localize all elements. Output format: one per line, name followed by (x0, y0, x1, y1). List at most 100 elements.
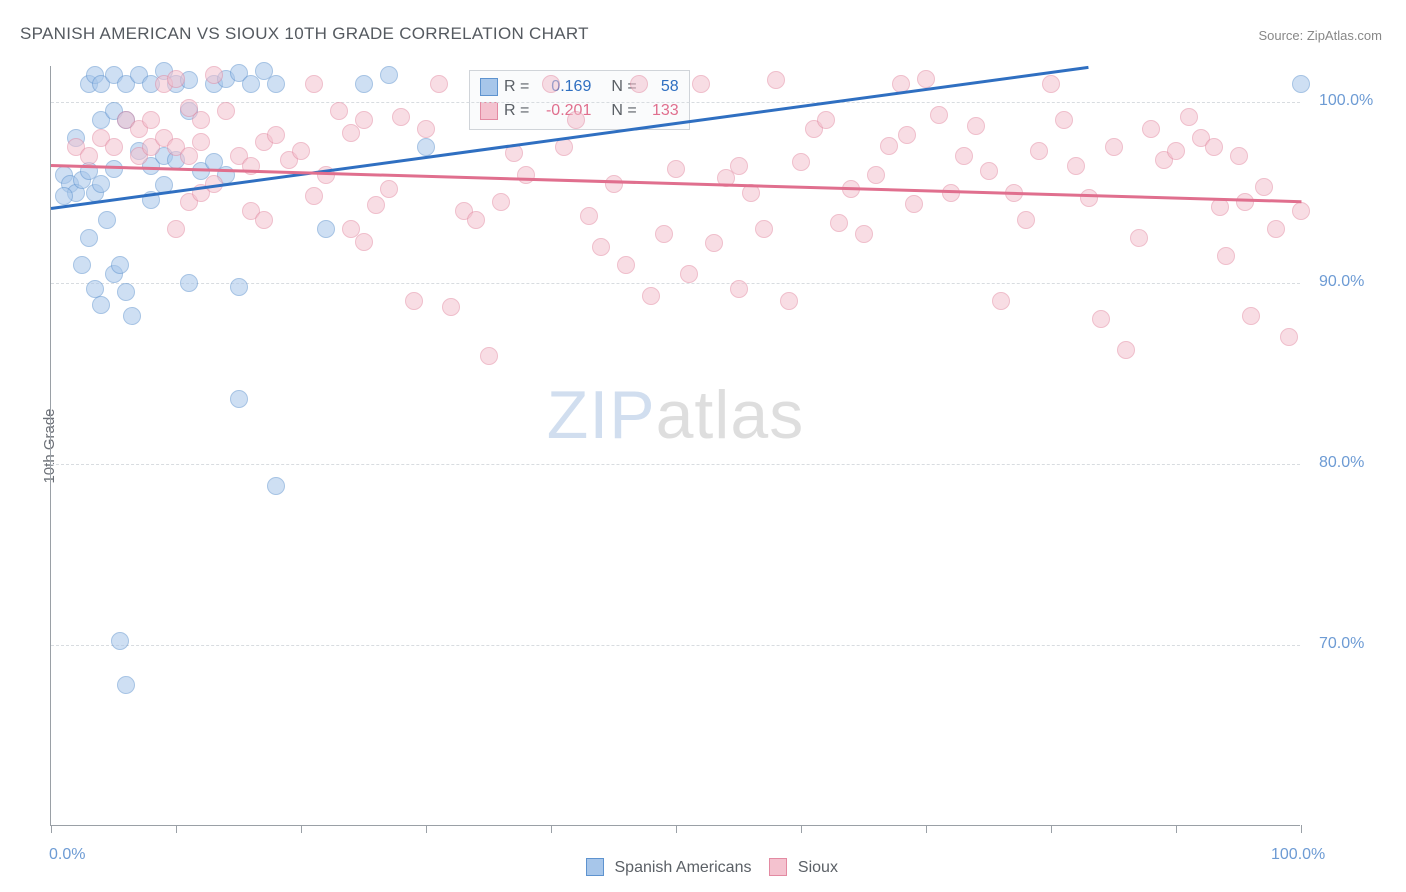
data-point (1242, 307, 1260, 325)
data-point (380, 66, 398, 84)
data-point (105, 138, 123, 156)
data-point (1130, 229, 1148, 247)
legend-swatch (480, 78, 498, 96)
data-point (92, 296, 110, 314)
chart-title: SPANISH AMERICAN VS SIOUX 10TH GRADE COR… (20, 24, 589, 44)
data-point (567, 111, 585, 129)
data-point (830, 214, 848, 232)
data-point (167, 70, 185, 88)
legend-swatch (586, 858, 604, 876)
data-point (430, 75, 448, 93)
data-point (967, 117, 985, 135)
source-attribution: Source: ZipAtlas.com (1258, 28, 1382, 43)
data-point (1292, 75, 1310, 93)
data-point (780, 292, 798, 310)
watermark-bold: ZIP (547, 377, 656, 453)
data-point (1092, 310, 1110, 328)
data-point (355, 75, 373, 93)
data-point (330, 102, 348, 120)
data-point (755, 220, 773, 238)
data-point (442, 298, 460, 316)
data-point (417, 138, 435, 156)
data-point (305, 187, 323, 205)
data-point (1080, 189, 1098, 207)
data-point (705, 234, 723, 252)
data-point (1017, 211, 1035, 229)
data-point (905, 195, 923, 213)
legend-swatch (769, 858, 787, 876)
data-point (80, 147, 98, 165)
data-point (730, 280, 748, 298)
data-point (180, 147, 198, 165)
data-point (205, 66, 223, 84)
data-point (105, 160, 123, 178)
data-point (405, 292, 423, 310)
y-tick-label: 90.0% (1319, 273, 1364, 291)
watermark-thin: atlas (656, 377, 805, 453)
data-point (111, 632, 129, 650)
data-point (817, 111, 835, 129)
legend-swatch (480, 102, 498, 120)
x-tick (51, 825, 52, 833)
data-point (642, 287, 660, 305)
data-point (730, 157, 748, 175)
data-point (1105, 138, 1123, 156)
x-tick (1301, 825, 1302, 833)
data-point (1167, 142, 1185, 160)
data-point (930, 106, 948, 124)
data-point (98, 211, 116, 229)
data-point (267, 75, 285, 93)
x-tick (551, 825, 552, 833)
data-point (317, 220, 335, 238)
data-point (1142, 120, 1160, 138)
x-tick (676, 825, 677, 833)
data-point (1217, 247, 1235, 265)
data-point (1267, 220, 1285, 238)
y-tick-label: 80.0% (1319, 454, 1364, 472)
data-point (55, 187, 73, 205)
gridline (51, 645, 1300, 646)
data-point (898, 126, 916, 144)
data-point (392, 108, 410, 126)
x-tick (1176, 825, 1177, 833)
data-point (1067, 157, 1085, 175)
data-point (617, 256, 635, 274)
data-point (917, 70, 935, 88)
legend-series-name: Sioux (793, 859, 837, 876)
data-point (255, 211, 273, 229)
data-point (180, 274, 198, 292)
y-tick-label: 100.0% (1319, 92, 1373, 110)
data-point (111, 256, 129, 274)
data-point (117, 676, 135, 694)
data-point (1280, 328, 1298, 346)
data-point (1055, 111, 1073, 129)
data-point (92, 175, 110, 193)
data-point (117, 283, 135, 301)
x-tick (926, 825, 927, 833)
data-point (267, 126, 285, 144)
data-point (680, 265, 698, 283)
data-point (980, 162, 998, 180)
legend-series-name: Spanish Americans (610, 859, 751, 876)
data-point (580, 207, 598, 225)
source-link[interactable]: ZipAtlas.com (1307, 28, 1382, 43)
watermark: ZIPatlas (547, 376, 804, 454)
data-point (1117, 341, 1135, 359)
scatter-plot-area: ZIPatlas R =0.169N =58R =-0.201N =133 70… (50, 66, 1300, 826)
data-point (592, 238, 610, 256)
gridline (51, 102, 1300, 103)
legend-r-label: R = (504, 75, 529, 99)
data-point (73, 256, 91, 274)
data-point (305, 75, 323, 93)
data-point (955, 147, 973, 165)
x-tick (176, 825, 177, 833)
data-point (792, 153, 810, 171)
data-point (217, 102, 235, 120)
data-point (192, 133, 210, 151)
data-point (767, 71, 785, 89)
data-point (655, 225, 673, 243)
data-point (1255, 178, 1273, 196)
data-point (1042, 75, 1060, 93)
y-tick-label: 70.0% (1319, 635, 1364, 653)
data-point (123, 307, 141, 325)
